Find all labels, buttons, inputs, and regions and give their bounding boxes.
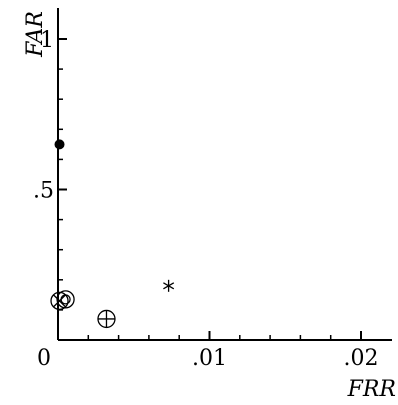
tick-labels: .5 1 0 .01 .02 (33, 28, 379, 371)
axes (57, 8, 392, 341)
data-point-circled-plus (97, 309, 116, 329)
y-tick-label: .5 (33, 179, 54, 204)
data-point-asterisk (163, 279, 175, 292)
data-point-filled-circle (54, 139, 65, 150)
x-tick-label: 0 (37, 346, 51, 371)
data-point-circled-x (50, 291, 69, 311)
y-axis-title: FAR (23, 11, 48, 58)
minor-ticks (58, 68, 332, 340)
x-tick-label: .01 (192, 346, 227, 371)
data-points (50, 139, 175, 329)
major-ticks (58, 38, 362, 340)
data-point-double-circle (56, 290, 75, 309)
y-tick-label: 1 (40, 28, 54, 53)
x-tick-label: .02 (344, 346, 379, 371)
x-axis-title: FRR (347, 377, 396, 402)
